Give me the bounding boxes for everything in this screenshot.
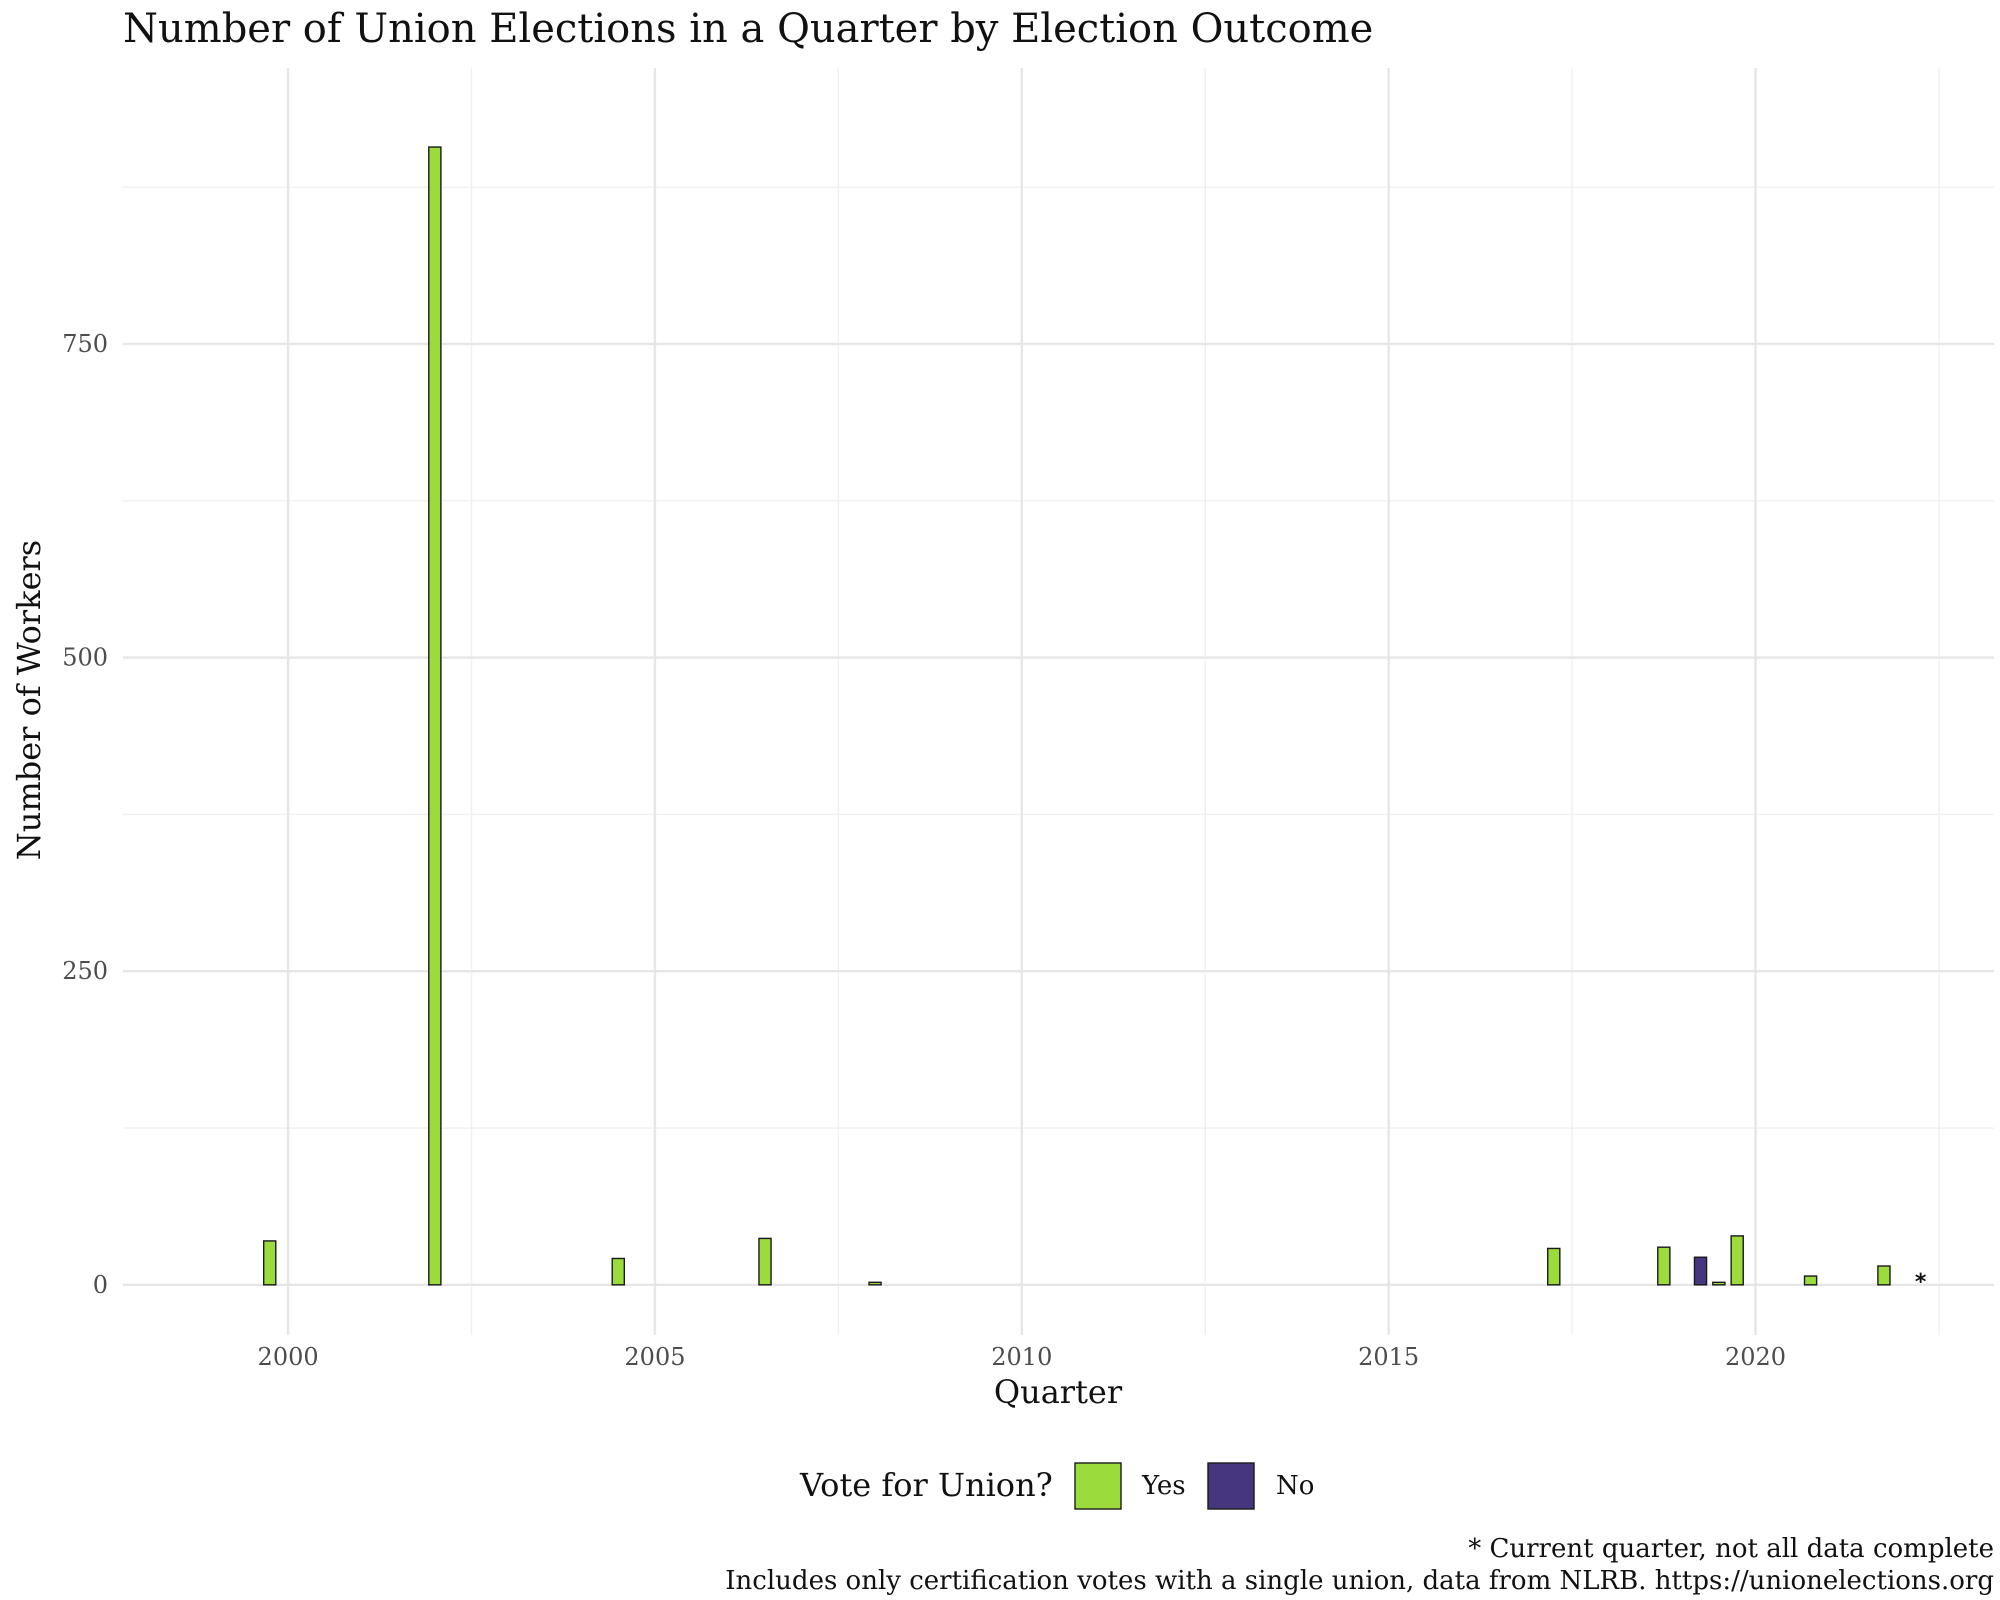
- legend-title: Vote for Union?: [799, 1466, 1053, 1504]
- x-tick-label: 2015: [1358, 1343, 1419, 1371]
- legend-label-yes: Yes: [1141, 1471, 1186, 1501]
- bar-yes: [1547, 1247, 1561, 1286]
- x-tick-label: 2005: [624, 1343, 685, 1371]
- x-tick-label: 2010: [991, 1343, 1052, 1371]
- bar-yes: [428, 146, 442, 1286]
- tick-labels: 0 250 500 750 2000 2005 2010 2015 2020: [62, 330, 1786, 1371]
- caption-line-2: Includes only certification votes with a…: [725, 1566, 1994, 1596]
- caption-line-1: * Current quarter, not all data complete: [1468, 1534, 1994, 1564]
- bar-yes: [262, 1240, 277, 1286]
- bar-yes: [611, 1257, 626, 1286]
- y-tick-label: 250: [62, 957, 108, 985]
- y-tick-label: 0: [93, 1271, 108, 1299]
- x-tick-label: 2000: [258, 1343, 319, 1371]
- x-tick-label: 2020: [1725, 1343, 1786, 1371]
- bar-yes: [1712, 1281, 1726, 1286]
- current-quarter-marker: *: [1915, 1270, 1927, 1295]
- y-tick-label: 500: [62, 644, 108, 672]
- chart-title: Number of Union Elections in a Quarter b…: [123, 6, 1373, 52]
- bars: *: [262, 146, 1927, 1295]
- x-axis-title: Quarter: [994, 1373, 1123, 1411]
- bar-no: [1693, 1256, 1708, 1286]
- y-tick-label: 750: [62, 330, 108, 358]
- bar-yes: [1657, 1246, 1671, 1286]
- legend-swatch-yes: [1074, 1462, 1122, 1510]
- bar-yes: [1877, 1265, 1891, 1286]
- bar-yes: [868, 1281, 882, 1286]
- y-axis-title: Number of Workers: [10, 540, 48, 860]
- bar-yes: [758, 1237, 772, 1286]
- gridlines: [123, 68, 1994, 1335]
- legend-swatch-no: [1207, 1462, 1255, 1510]
- bar-yes: [1730, 1235, 1744, 1286]
- legend: Vote for Union? Yes No: [799, 1462, 1314, 1510]
- bar-yes: [1803, 1275, 1818, 1286]
- legend-label-no: No: [1276, 1471, 1314, 1501]
